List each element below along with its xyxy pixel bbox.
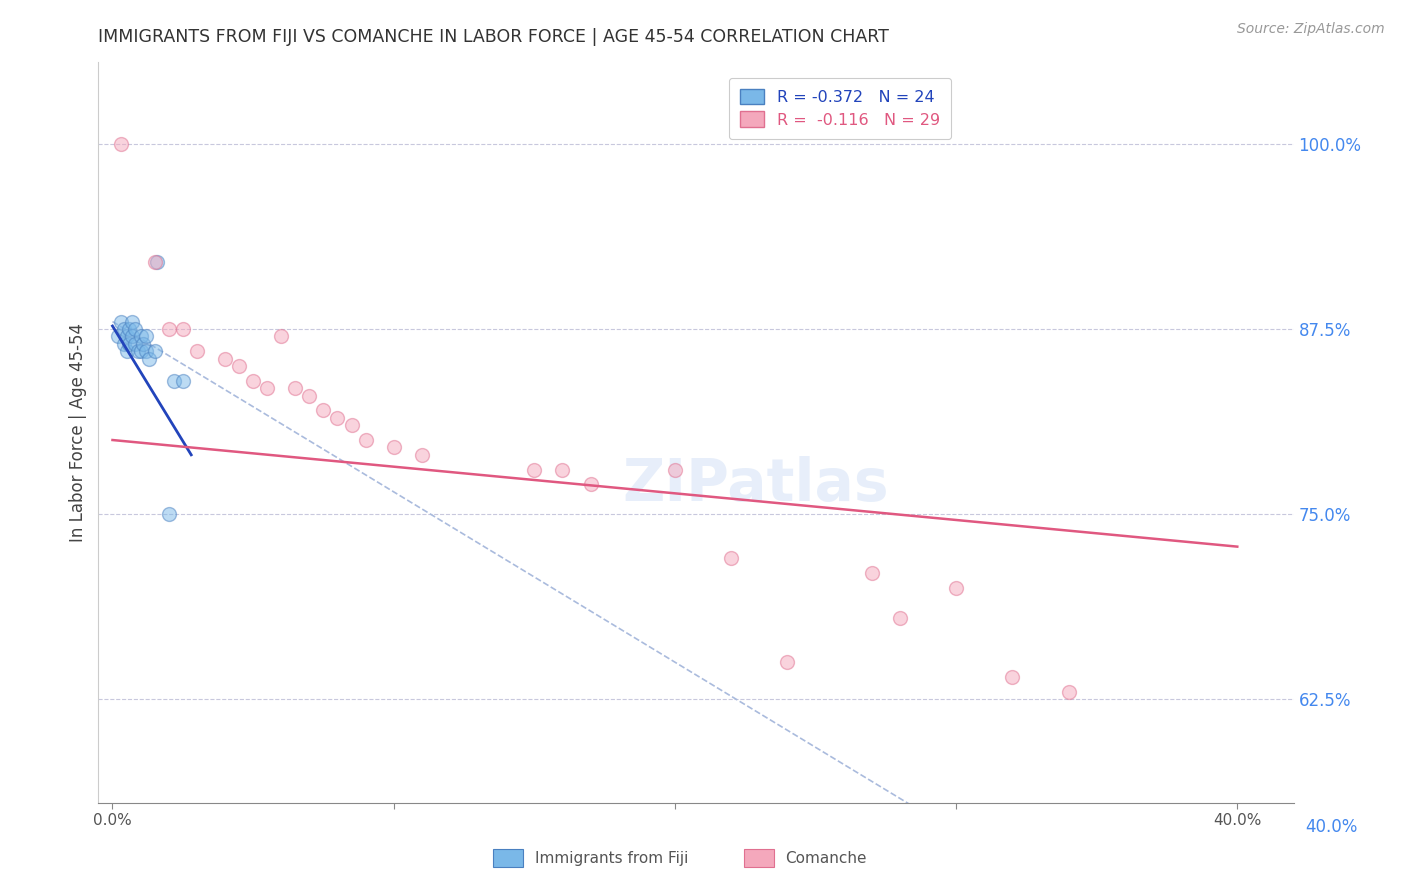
Text: ZIPatlas: ZIPatlas xyxy=(623,456,889,513)
Point xyxy=(115,329,138,343)
Point xyxy=(138,351,160,366)
Point xyxy=(157,507,180,521)
Point xyxy=(228,359,250,373)
Point xyxy=(107,329,129,343)
Point xyxy=(118,322,141,336)
Point xyxy=(146,255,169,269)
Point xyxy=(326,410,349,425)
Point xyxy=(664,463,686,477)
Point xyxy=(860,566,883,581)
Point xyxy=(382,441,405,455)
Text: Comanche: Comanche xyxy=(786,851,868,866)
Point xyxy=(143,344,166,359)
Point xyxy=(411,448,433,462)
Point xyxy=(121,315,143,329)
Point xyxy=(135,329,157,343)
Point xyxy=(157,322,180,336)
Point xyxy=(143,255,166,269)
Point xyxy=(186,344,208,359)
Point xyxy=(129,329,152,343)
Point xyxy=(1057,685,1080,699)
Point xyxy=(129,344,152,359)
Point xyxy=(112,336,135,351)
Text: 40.0%: 40.0% xyxy=(1306,818,1358,836)
Point xyxy=(579,477,602,491)
Point xyxy=(284,381,307,395)
Point xyxy=(172,322,194,336)
Point xyxy=(312,403,335,417)
Point xyxy=(354,433,377,447)
Point xyxy=(132,336,155,351)
Point xyxy=(720,551,742,566)
Point xyxy=(214,351,236,366)
Point xyxy=(172,374,194,388)
Text: Source: ZipAtlas.com: Source: ZipAtlas.com xyxy=(1237,22,1385,37)
Text: IMMIGRANTS FROM FIJI VS COMANCHE IN LABOR FORCE | AGE 45-54 CORRELATION CHART: IMMIGRANTS FROM FIJI VS COMANCHE IN LABO… xyxy=(98,28,890,45)
Point xyxy=(118,336,141,351)
Point xyxy=(298,389,321,403)
Point xyxy=(270,329,292,343)
Point xyxy=(163,374,186,388)
Point xyxy=(124,336,146,351)
Point xyxy=(523,463,546,477)
Point xyxy=(115,344,138,359)
Point xyxy=(776,655,799,669)
Point xyxy=(121,329,143,343)
Bar xyxy=(744,849,773,867)
Point xyxy=(889,611,911,625)
Point xyxy=(112,322,135,336)
Point xyxy=(124,322,146,336)
Point xyxy=(945,581,967,595)
Point xyxy=(135,344,157,359)
Legend: R = -0.372   N = 24, R =  -0.116   N = 29: R = -0.372 N = 24, R = -0.116 N = 29 xyxy=(728,78,950,139)
Y-axis label: In Labor Force | Age 45-54: In Labor Force | Age 45-54 xyxy=(69,323,87,542)
Point xyxy=(242,374,264,388)
Point xyxy=(340,418,363,433)
Point xyxy=(127,344,149,359)
Point xyxy=(256,381,278,395)
Bar xyxy=(494,849,523,867)
Point xyxy=(1001,670,1024,684)
Point xyxy=(110,315,132,329)
Text: Immigrants from Fiji: Immigrants from Fiji xyxy=(534,851,688,866)
Point xyxy=(110,136,132,151)
Point xyxy=(551,463,574,477)
